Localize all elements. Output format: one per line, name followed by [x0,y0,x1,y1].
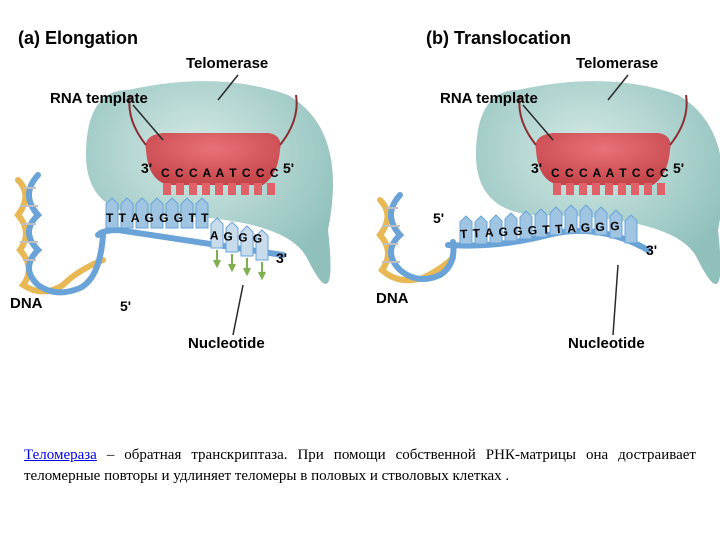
dna-helix-icon [380,195,453,280]
label-nucleotide-a: Nucleotide [188,335,265,352]
prime-rna5-b: 5' [673,160,684,176]
caption-body: – обратная транскриптаза. При помощи соб… [24,447,696,484]
prime-dna5-a: 5' [120,298,131,314]
rna-sequence-b: C C C A A T C C C [551,166,670,180]
panel-b-title: (b) Translocation [426,28,571,49]
diagram-area: (a) Elongation Telomerase RNA template D… [0,0,720,430]
label-dna-a: DNA [10,295,43,312]
panel-elongation: (a) Elongation Telomerase RNA template D… [8,0,363,430]
label-telomerase-b: Telomerase [576,55,658,72]
label-rna-template-a: RNA template [50,90,148,107]
rna-sequence-a: C C C A A T C C C [161,166,280,180]
caption-link[interactable]: Теломераза [24,447,97,463]
prime-rna5-a: 5' [283,160,294,176]
prime-dna3-a: 3' [276,250,287,266]
panel-a-title: (a) Elongation [18,28,138,49]
label-rna-template-b: RNA template [440,90,538,107]
label-nucleotide-b: Nucleotide [568,335,645,352]
label-telomerase-a: Telomerase [186,55,268,72]
prime-rna3-a: 3' [141,160,152,176]
caption-text: Теломераза – обратная транскриптаза. При… [24,445,696,487]
label-dna-b: DNA [376,290,409,307]
panel-b-svg [368,0,720,430]
prime-dna3-b: 3' [646,242,657,258]
prime-dna5-b: 5' [433,210,444,226]
panel-translocation: (b) Translocation Telomerase RNA templat… [368,0,720,430]
prime-rna3-b: 3' [531,160,542,176]
dna-helix-icon [18,175,103,292]
dna-sequence-main-a: T T A G G G T T [106,211,209,225]
